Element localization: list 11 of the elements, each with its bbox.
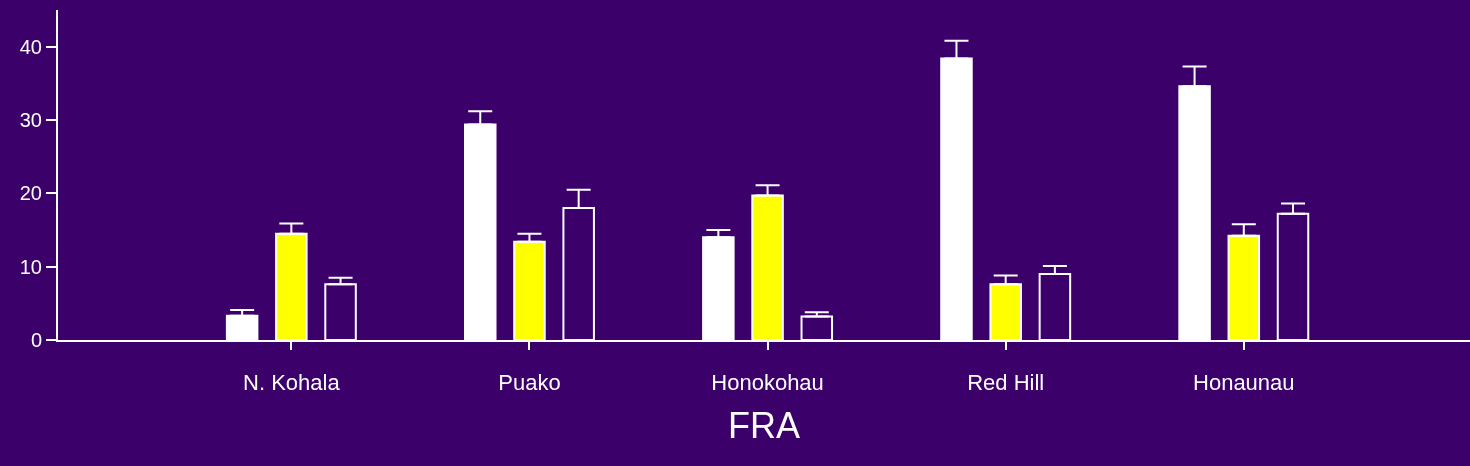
x-tick-label: Honaunau (1193, 370, 1295, 396)
x-tick-label: Honokohau (711, 370, 824, 396)
y-tick-label: 0 (30, 329, 42, 351)
y-tick-label: 30 (19, 109, 42, 131)
y-tick-label: 20 (19, 182, 42, 205)
y-tick-label: 40 (19, 35, 42, 58)
y-tick-label: 10 (19, 255, 42, 278)
x-tick-label: Red Hill (967, 370, 1045, 396)
x-tick-label: Puako (498, 370, 561, 396)
x-axis-title: FRA (728, 404, 800, 446)
x-tick-label: N. Kohala (243, 370, 341, 396)
